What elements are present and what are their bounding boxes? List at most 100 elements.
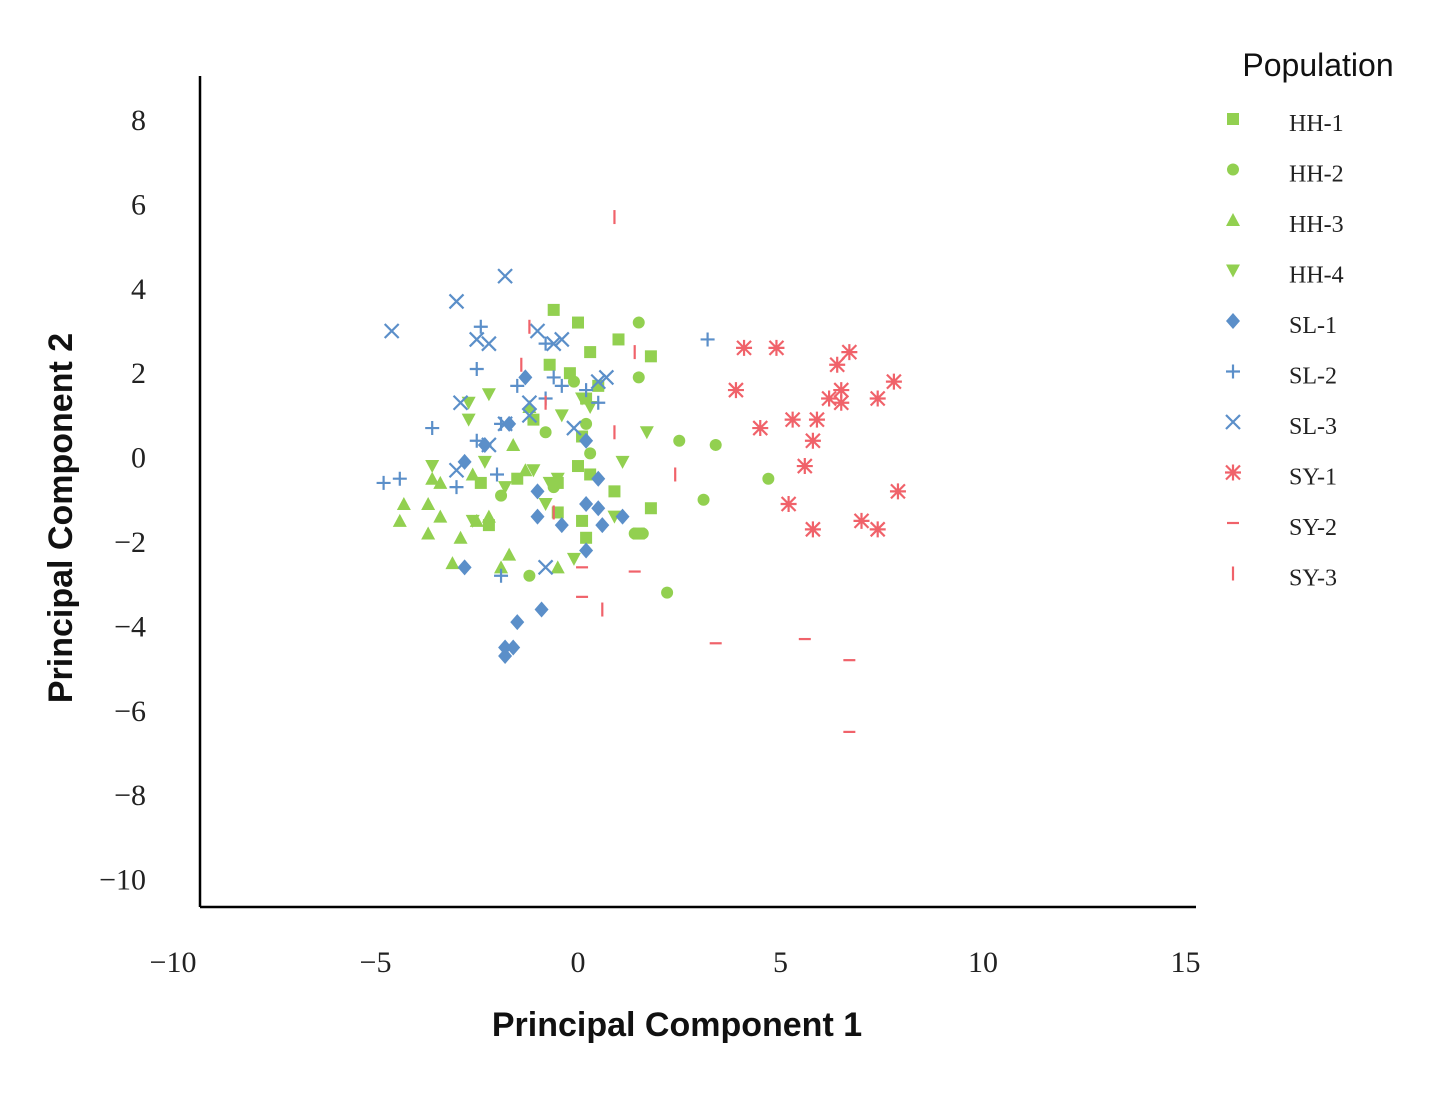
x-tick-labels: −10 −5 0 5 10 15 — [150, 946, 1201, 979]
y-tick-labels: 8 6 4 2 0 −2 −4 −6 −8 −10 — [99, 104, 146, 897]
legend-marker-hh-2 — [1227, 163, 1239, 176]
legend-marker-sl-1 — [1226, 313, 1240, 329]
legend-marker-hh-4 — [1226, 264, 1240, 278]
data-point — [457, 559, 472, 576]
data-point — [461, 396, 476, 410]
legend-marker-sy-1 — [1225, 464, 1241, 481]
data-point — [490, 467, 504, 482]
data-point — [853, 512, 870, 529]
data-point — [583, 400, 598, 414]
data-point — [495, 489, 508, 502]
data-point — [537, 559, 554, 576]
y-tick-label: 6 — [131, 188, 146, 221]
data-point — [833, 382, 850, 399]
data-point — [804, 521, 821, 538]
data-point — [796, 458, 813, 475]
data-point — [784, 411, 801, 428]
legend-label-hh-4: HH-4 — [1289, 263, 1344, 289]
data-point — [392, 513, 407, 527]
data-point — [762, 472, 775, 485]
y-tick-label: −4 — [114, 610, 146, 643]
data-point — [709, 438, 722, 451]
legend-marker-hh-3 — [1226, 213, 1240, 226]
data-point — [506, 639, 521, 656]
data-point — [579, 432, 594, 449]
data-point — [539, 426, 552, 439]
data-point — [526, 464, 541, 478]
data-point — [607, 510, 622, 524]
data-point — [518, 463, 533, 477]
series-hh-3 — [392, 399, 565, 574]
data-point — [808, 411, 825, 428]
legend-marker-hh-1 — [1227, 113, 1239, 125]
data-point — [545, 335, 562, 352]
data-point — [700, 332, 715, 347]
data-point — [461, 413, 476, 427]
data-point — [506, 437, 521, 451]
data-point — [497, 416, 513, 432]
legend-label-sy-2: SY-2 — [1289, 515, 1337, 541]
y-axis-title: Principal Component 2 — [42, 333, 80, 703]
data-point — [481, 509, 496, 523]
data-point — [579, 542, 594, 559]
data-point — [547, 303, 560, 316]
data-point — [465, 514, 480, 528]
data-point — [567, 375, 580, 388]
data-point — [497, 268, 513, 284]
data-point — [481, 388, 496, 402]
data-point — [639, 426, 654, 440]
y-tick-label: −10 — [99, 864, 146, 897]
series-sy-2 — [576, 566, 856, 734]
data-point — [598, 369, 615, 386]
axes — [198, 76, 1196, 909]
series-sy-3 — [520, 210, 677, 617]
x-axis-title: Principal Component 1 — [492, 1006, 862, 1044]
data-point — [521, 407, 538, 424]
data-point — [433, 509, 448, 523]
x-tick-label: 15 — [1171, 946, 1201, 979]
data-point — [833, 394, 850, 411]
legend: Population HH-1 HH-2 HH-3 HH-4 SL-1 SL-2 SL-3 S… — [1225, 47, 1394, 592]
data-point — [572, 460, 584, 473]
legend-marker-sl-3 — [1225, 414, 1241, 430]
data-point — [542, 476, 557, 490]
series-sl-3 — [383, 268, 615, 576]
data-point — [538, 498, 553, 512]
data-point — [584, 447, 597, 460]
x-tick-label: 10 — [968, 946, 998, 979]
data-point — [469, 433, 484, 448]
data-point — [632, 371, 645, 384]
legend-label-sl-3: SL-3 — [1289, 414, 1337, 440]
data-point — [421, 526, 436, 540]
y-tick-label: 0 — [131, 442, 146, 475]
data-point — [481, 437, 497, 453]
data-point — [804, 432, 821, 449]
data-point — [829, 356, 846, 373]
x-tick-label: 5 — [773, 946, 788, 979]
data-point — [736, 339, 753, 356]
legend-label-sl-2: SL-2 — [1289, 364, 1337, 390]
y-tick-label: 2 — [131, 357, 146, 390]
data-point — [572, 316, 584, 329]
data-point — [502, 547, 517, 561]
y-tick-label: −2 — [114, 526, 146, 559]
data-point — [523, 569, 536, 582]
data-point — [469, 361, 484, 376]
x-tick-label: −10 — [150, 946, 197, 979]
data-point — [841, 344, 858, 361]
data-point — [727, 382, 744, 399]
data-point — [510, 378, 525, 393]
data-point — [591, 470, 606, 487]
data-point — [477, 455, 492, 469]
data-point — [591, 500, 606, 517]
data-point — [636, 527, 649, 540]
data-point — [510, 614, 525, 631]
data-point — [521, 394, 538, 411]
data-point — [449, 480, 464, 495]
data-point — [644, 350, 657, 363]
data-point — [518, 369, 533, 386]
x-tick-label: −5 — [360, 946, 392, 979]
data-point — [550, 560, 565, 574]
y-tick-label: −6 — [114, 695, 146, 728]
